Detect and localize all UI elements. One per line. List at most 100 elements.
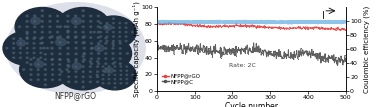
Circle shape (113, 36, 114, 37)
Circle shape (37, 74, 39, 75)
Circle shape (59, 74, 61, 75)
Circle shape (82, 66, 84, 67)
Circle shape (96, 66, 99, 67)
Circle shape (98, 43, 100, 44)
Circle shape (33, 48, 35, 49)
Text: Rate: 2C: Rate: 2C (229, 63, 256, 68)
Circle shape (90, 26, 92, 27)
Circle shape (97, 15, 99, 17)
Ellipse shape (6, 3, 145, 94)
Circle shape (34, 15, 36, 17)
Circle shape (34, 61, 43, 67)
Circle shape (56, 26, 59, 27)
Circle shape (113, 18, 114, 19)
Circle shape (114, 66, 116, 67)
Circle shape (120, 66, 122, 67)
Circle shape (68, 71, 70, 72)
Circle shape (41, 26, 43, 27)
Circle shape (89, 61, 91, 62)
Circle shape (90, 48, 93, 49)
Circle shape (33, 52, 35, 54)
Circle shape (114, 74, 116, 76)
Circle shape (126, 74, 128, 76)
Circle shape (82, 26, 84, 27)
Circle shape (82, 81, 84, 83)
Circle shape (34, 31, 36, 33)
Circle shape (30, 64, 32, 65)
Circle shape (98, 48, 100, 49)
Circle shape (97, 21, 99, 22)
Circle shape (59, 79, 61, 80)
Circle shape (90, 58, 93, 59)
Circle shape (75, 66, 77, 67)
Circle shape (67, 26, 69, 27)
Circle shape (120, 79, 122, 80)
Circle shape (82, 61, 84, 62)
Circle shape (114, 83, 116, 84)
Circle shape (56, 31, 59, 33)
Circle shape (105, 53, 107, 54)
Circle shape (98, 58, 100, 59)
Circle shape (125, 40, 127, 42)
Circle shape (59, 47, 61, 49)
Circle shape (89, 71, 91, 72)
Circle shape (67, 42, 69, 43)
Circle shape (66, 69, 68, 70)
Circle shape (39, 28, 97, 68)
Circle shape (3, 31, 51, 65)
Circle shape (41, 42, 43, 44)
Circle shape (44, 84, 46, 86)
Circle shape (75, 53, 77, 55)
Circle shape (41, 21, 43, 22)
Circle shape (90, 31, 92, 33)
Circle shape (91, 16, 136, 48)
Circle shape (108, 83, 110, 84)
Y-axis label: Coulombic efficiency (%): Coulombic efficiency (%) (363, 6, 370, 93)
Circle shape (59, 53, 61, 55)
Circle shape (33, 38, 35, 39)
Circle shape (26, 57, 28, 58)
Circle shape (51, 69, 54, 70)
Circle shape (40, 57, 42, 58)
Circle shape (75, 61, 77, 62)
Circle shape (119, 40, 121, 42)
Circle shape (82, 21, 84, 22)
Circle shape (26, 37, 28, 38)
Circle shape (13, 48, 15, 49)
Text: NFPP@rGO: NFPP@rGO (54, 92, 97, 101)
Circle shape (41, 31, 43, 33)
Circle shape (80, 35, 132, 72)
Circle shape (57, 54, 109, 90)
Circle shape (68, 81, 70, 83)
Circle shape (105, 43, 107, 44)
Circle shape (34, 37, 36, 38)
Circle shape (59, 42, 61, 43)
Circle shape (119, 36, 121, 37)
Circle shape (44, 79, 46, 80)
Circle shape (94, 60, 136, 90)
Circle shape (56, 38, 66, 46)
Circle shape (49, 26, 51, 27)
Circle shape (108, 79, 110, 80)
Circle shape (51, 79, 54, 80)
Circle shape (13, 57, 15, 58)
Circle shape (114, 62, 116, 63)
Circle shape (93, 31, 95, 33)
Circle shape (20, 52, 22, 54)
Circle shape (26, 38, 28, 39)
Circle shape (119, 63, 121, 64)
Circle shape (41, 37, 43, 38)
Circle shape (59, 36, 61, 38)
Circle shape (51, 74, 54, 75)
Circle shape (74, 15, 77, 17)
Circle shape (97, 31, 99, 33)
Circle shape (17, 40, 26, 46)
Circle shape (26, 15, 28, 17)
Circle shape (75, 59, 77, 60)
Circle shape (20, 38, 22, 39)
Circle shape (106, 22, 108, 24)
Circle shape (82, 86, 84, 88)
Circle shape (13, 52, 15, 54)
Circle shape (64, 26, 66, 27)
Circle shape (83, 59, 85, 60)
